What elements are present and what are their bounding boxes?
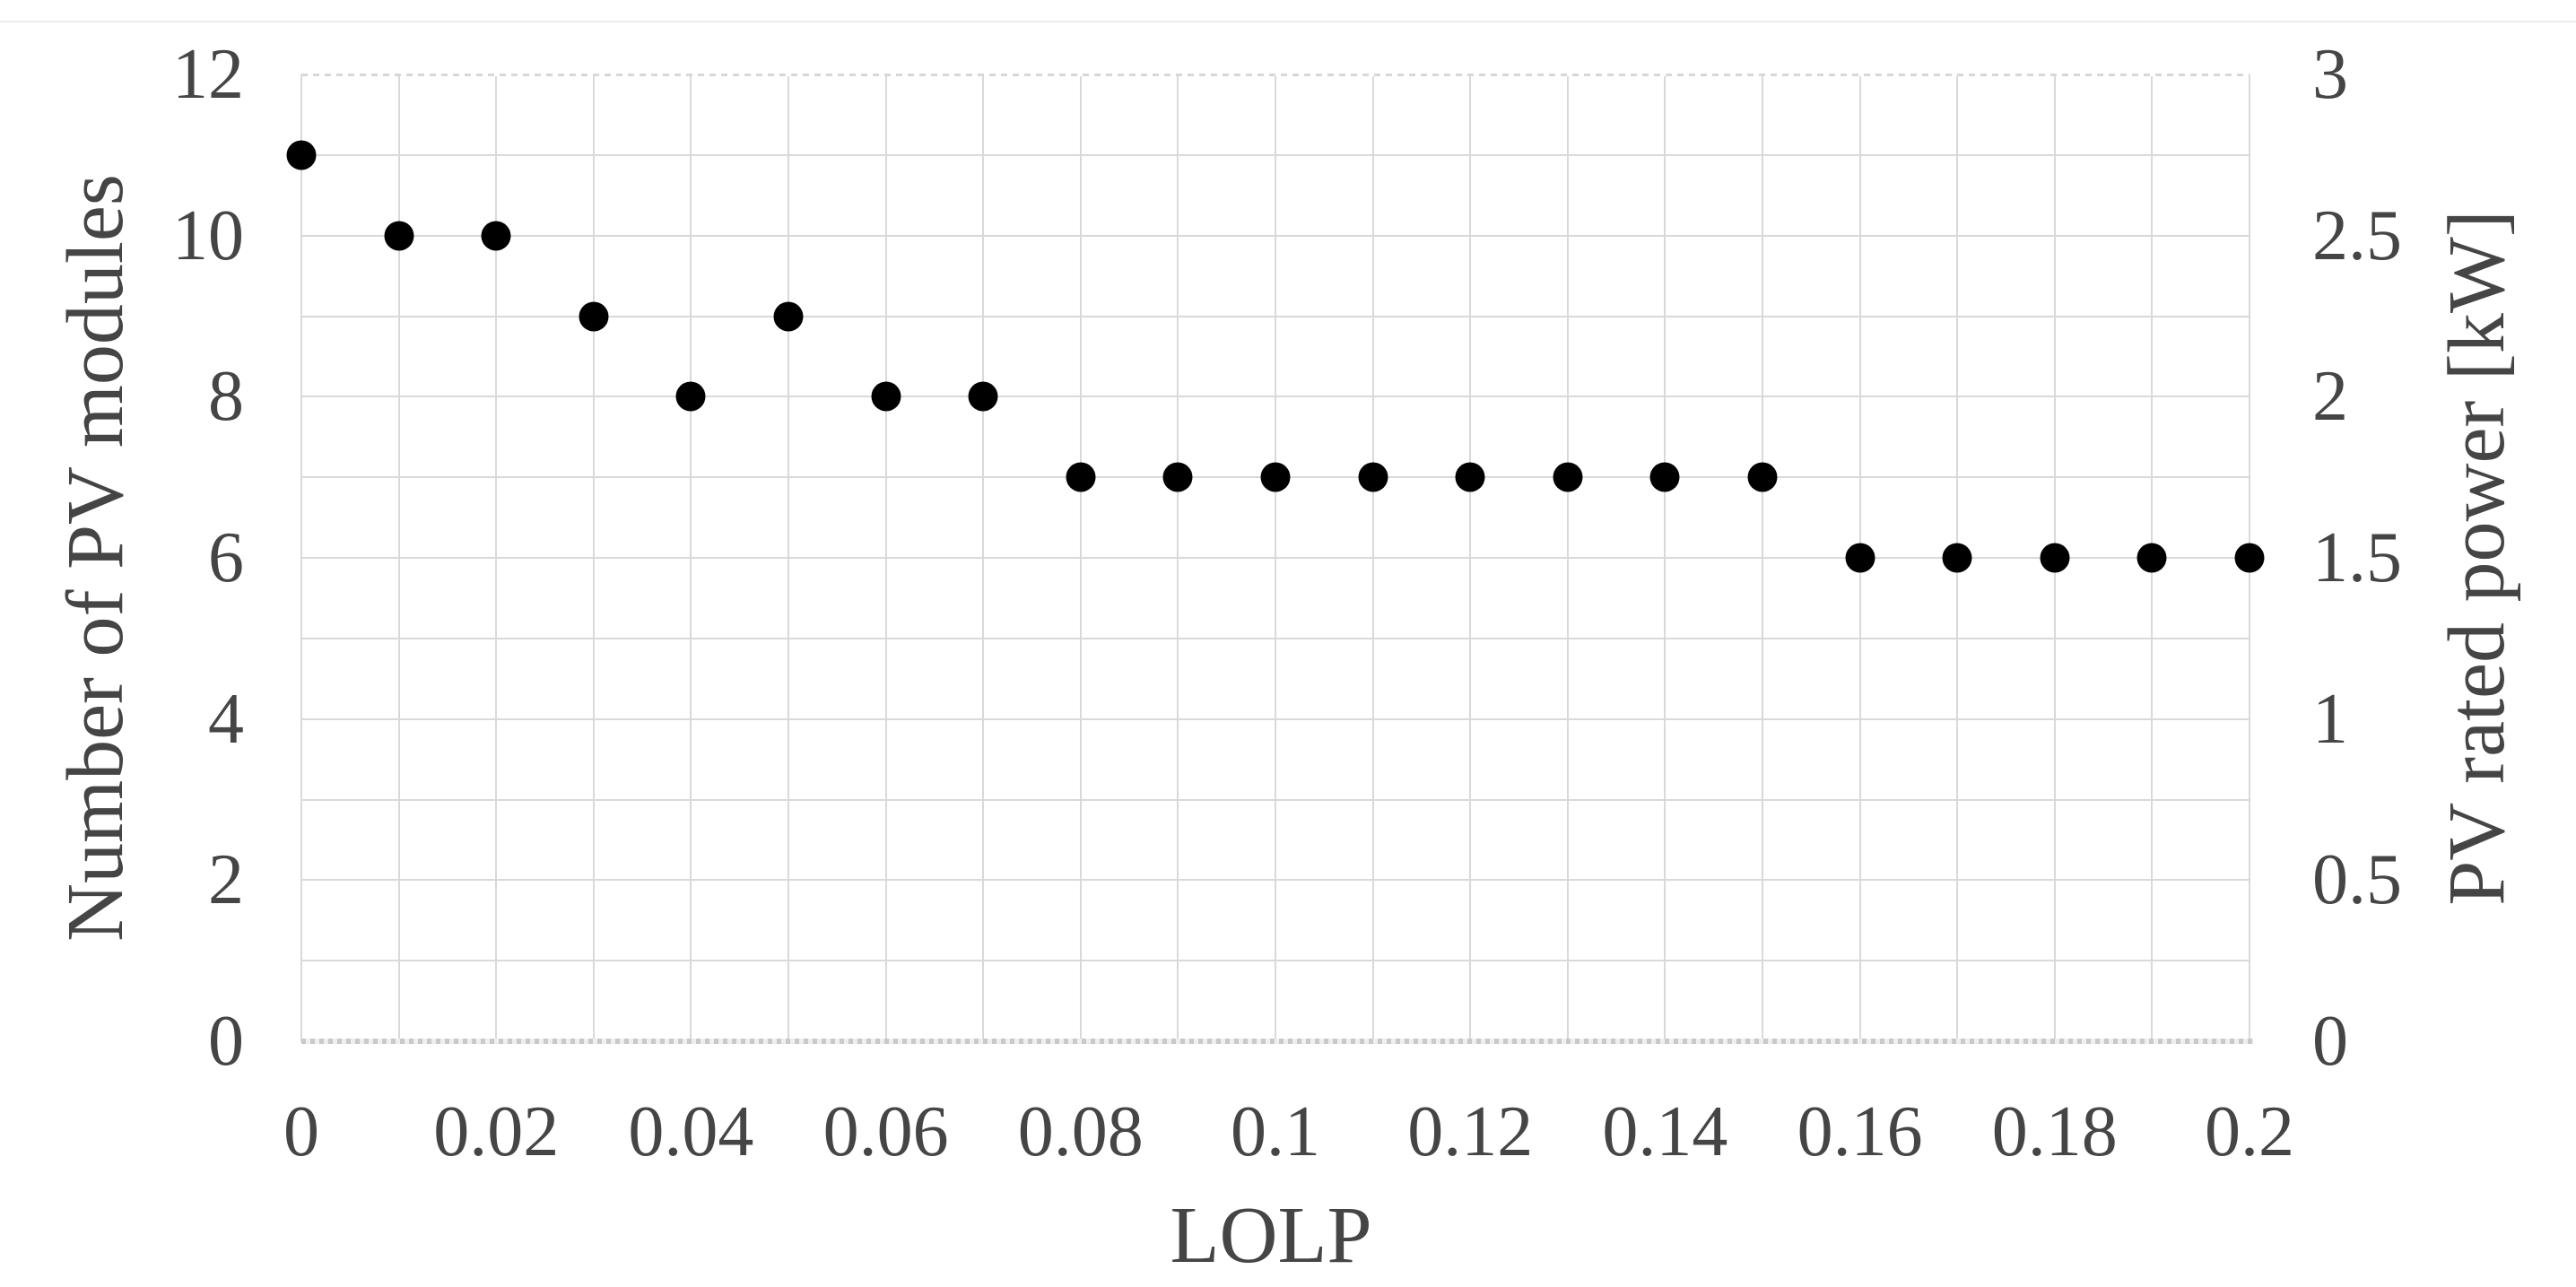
data-point <box>1066 462 1096 492</box>
x-axis-line <box>301 1039 2253 1044</box>
right-y-tick-label: 3 <box>2312 35 2348 114</box>
right-y-tick-label: 1 <box>2312 679 2348 759</box>
left-y-tick-label: 10 <box>172 196 244 275</box>
horizontal-gridline <box>301 960 2250 962</box>
horizontal-gridline <box>301 637 2250 639</box>
x-tick-label: 0.16 <box>1797 1092 1923 1171</box>
x-tick-label: 0.08 <box>1017 1092 1144 1171</box>
data-point <box>1162 462 1193 492</box>
chart-area-top-border <box>0 21 2576 22</box>
data-point <box>871 381 901 412</box>
left-y-tick-label: 12 <box>172 35 244 114</box>
data-point <box>1649 462 1680 492</box>
x-axis-title: LOLP <box>1170 1191 1372 1280</box>
data-point <box>286 140 317 170</box>
right-y-tick-label: 0 <box>2312 1002 2348 1081</box>
data-point <box>1747 462 1778 492</box>
left-y-tick-label: 0 <box>208 1002 244 1081</box>
x-tick-label: 0 <box>283 1092 319 1171</box>
data-point <box>1942 543 1972 573</box>
right-y-axis-title: PV rated power [kW] <box>2432 210 2521 906</box>
horizontal-gridline <box>301 717 2250 720</box>
left-y-tick-label: 4 <box>208 679 244 759</box>
right-y-tick-label: 2 <box>2312 357 2348 437</box>
horizontal-gridline <box>301 798 2250 801</box>
x-tick-label: 0.02 <box>433 1092 560 1171</box>
data-point <box>579 301 609 331</box>
x-tick-label: 0.14 <box>1602 1092 1728 1171</box>
right-y-tick-label: 0.5 <box>2312 840 2402 920</box>
horizontal-gridline <box>301 153 2250 156</box>
left-y-tick-label: 6 <box>208 518 244 597</box>
x-tick-label: 0.18 <box>1991 1092 2118 1171</box>
plot-top-border <box>301 74 2250 76</box>
x-tick-label: 0.2 <box>2205 1092 2294 1171</box>
data-point <box>2234 543 2265 573</box>
x-tick-label: 0.06 <box>822 1092 949 1171</box>
data-point <box>773 301 804 331</box>
data-point <box>384 221 414 251</box>
data-point <box>1845 543 1875 573</box>
data-point <box>2137 543 2167 573</box>
left-y-axis-title: Number of PV modules <box>51 174 140 942</box>
horizontal-gridline <box>301 315 2250 317</box>
data-point <box>1553 462 1583 492</box>
data-point <box>1260 462 1291 492</box>
horizontal-gridline <box>301 396 2250 398</box>
x-tick-label: 0.12 <box>1407 1092 1534 1171</box>
data-point <box>481 221 511 251</box>
left-y-tick-label: 8 <box>208 357 244 437</box>
x-tick-label: 0.04 <box>628 1092 754 1171</box>
left-y-tick-label: 2 <box>208 840 244 920</box>
data-point <box>1455 462 1485 492</box>
horizontal-gridline <box>301 234 2250 237</box>
data-point <box>2040 543 2070 573</box>
data-point <box>1358 462 1388 492</box>
x-tick-label: 0.1 <box>1231 1092 1320 1171</box>
horizontal-gridline <box>301 557 2250 559</box>
horizontal-gridline <box>301 879 2250 882</box>
data-point <box>675 381 706 412</box>
right-y-tick-label: 1.5 <box>2312 518 2402 597</box>
data-point <box>968 381 998 412</box>
right-y-tick-label: 2.5 <box>2312 196 2402 275</box>
